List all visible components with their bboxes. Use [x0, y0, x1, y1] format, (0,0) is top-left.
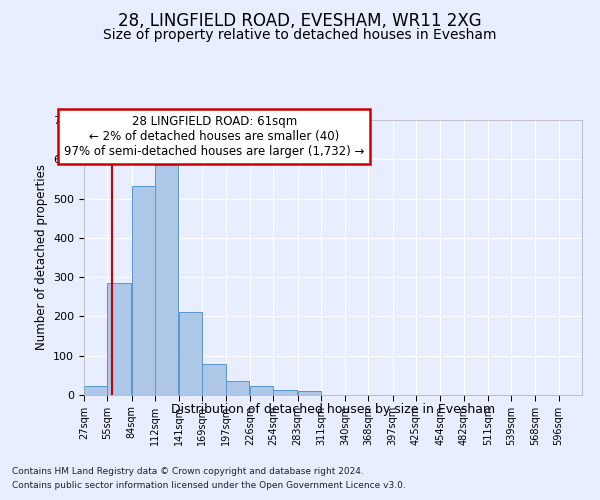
Bar: [250, 386, 274, 395]
Text: Distribution of detached houses by size in Evesham: Distribution of detached houses by size …: [171, 402, 495, 415]
Text: 28, LINGFIELD ROAD, EVESHAM, WR11 2XG: 28, LINGFIELD ROAD, EVESHAM, WR11 2XG: [118, 12, 482, 30]
Bar: [179, 312, 202, 395]
Y-axis label: Number of detached properties: Number of detached properties: [35, 164, 47, 350]
Bar: [155, 165, 178, 395]
Text: 28 LINGFIELD ROAD: 61sqm
← 2% of detached houses are smaller (40)
97% of semi-de: 28 LINGFIELD ROAD: 61sqm ← 2% of detache…: [64, 115, 364, 158]
Text: Size of property relative to detached houses in Evesham: Size of property relative to detached ho…: [103, 28, 497, 42]
Bar: [298, 390, 321, 395]
Text: Contains public sector information licensed under the Open Government Licence v3: Contains public sector information licen…: [12, 481, 406, 490]
Bar: [226, 381, 249, 395]
Bar: [107, 283, 131, 395]
Bar: [274, 390, 297, 395]
Text: Contains HM Land Registry data © Crown copyright and database right 2024.: Contains HM Land Registry data © Crown c…: [12, 468, 364, 476]
Bar: [84, 386, 107, 395]
Bar: [202, 364, 226, 395]
Bar: [131, 186, 155, 395]
